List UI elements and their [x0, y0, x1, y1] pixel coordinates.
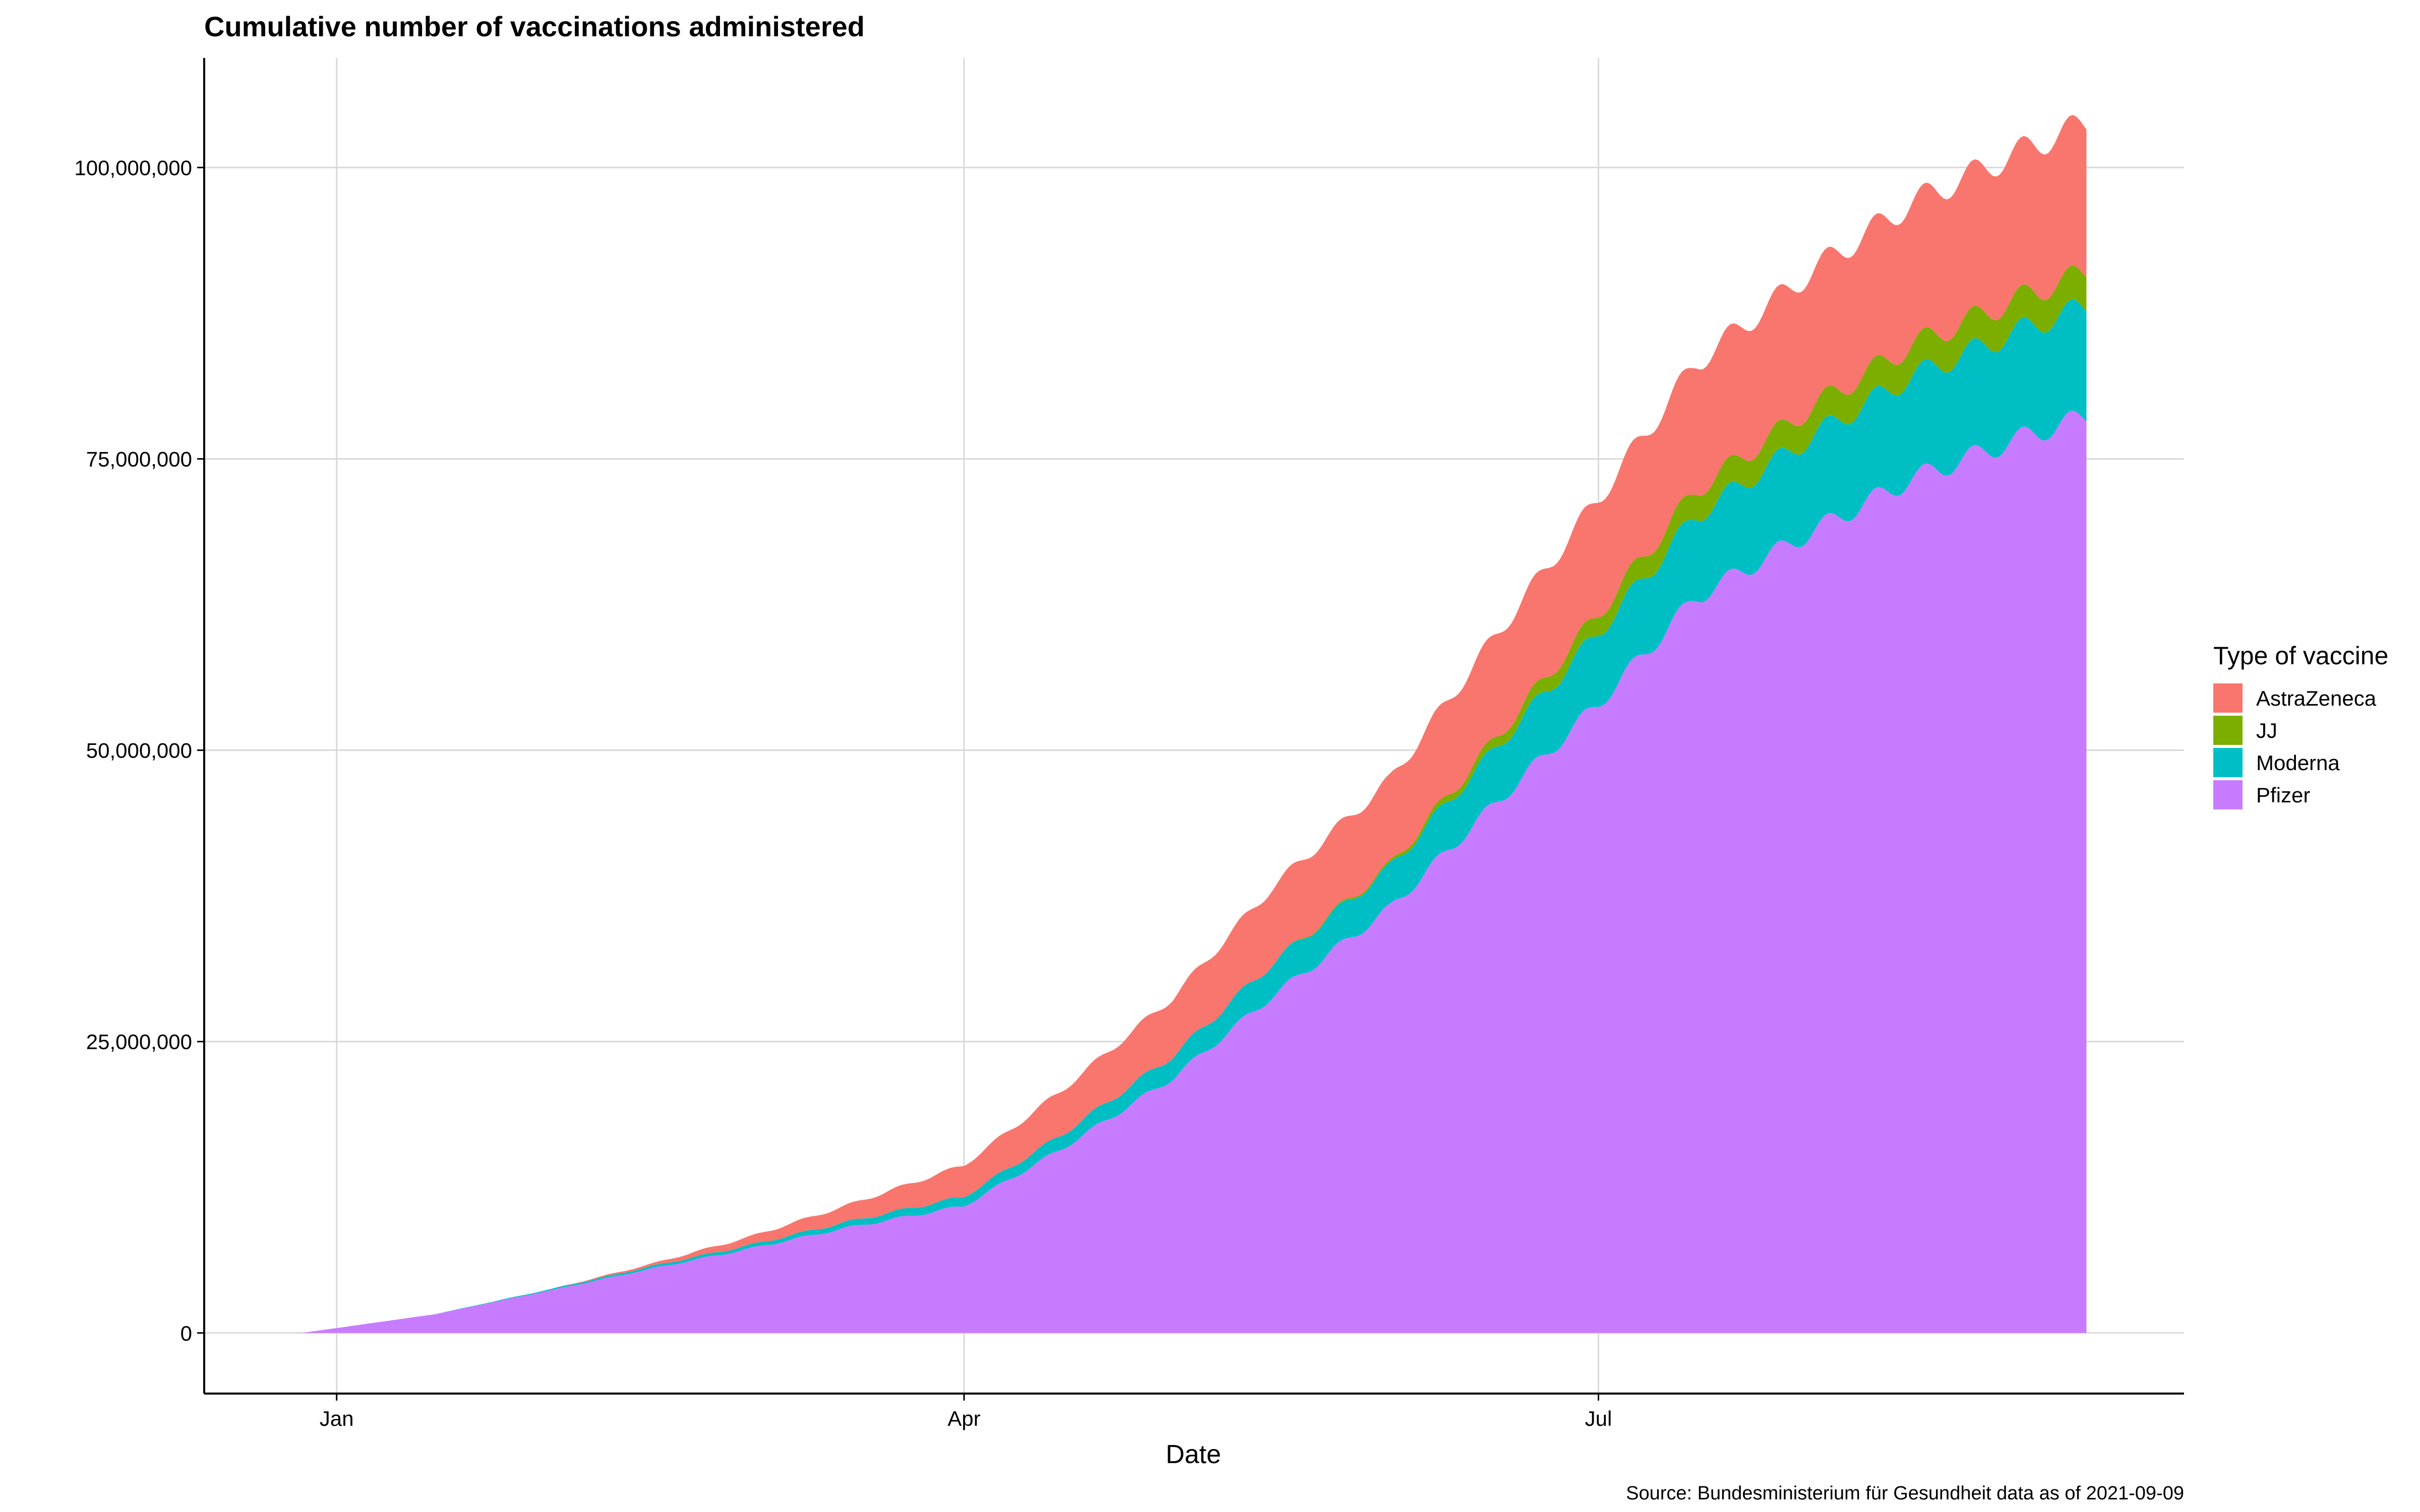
area-moderna — [301, 299, 2087, 1333]
y-tick-labels: 0 25,000,000 50,000,000 75,000,000 100,000,0… — [74, 156, 204, 1345]
legend-label-pfizer: Pfizer — [2256, 783, 2310, 807]
y-tick-label: 75,000,000 — [86, 447, 192, 471]
x-tick-label: Jan — [320, 1407, 354, 1430]
area-jj — [301, 265, 2087, 1333]
y-tick-label: 25,000,000 — [86, 1030, 192, 1054]
legend-label-moderna: Moderna — [2256, 751, 2340, 775]
grid-lines — [204, 58, 2184, 1394]
legend-key-moderna — [2213, 748, 2243, 777]
legend-key-astrazeneca — [2213, 683, 2243, 713]
legend-label-astrazeneca: AstraZeneca — [2256, 686, 2377, 710]
area-pfizer — [301, 410, 2087, 1333]
x-axis-title: Date — [1166, 1440, 1221, 1469]
stacked-areas — [301, 115, 2087, 1333]
x-tick-label: Jul — [1585, 1407, 1612, 1430]
caption: Source: Bundesministerium für Gesundheit… — [1626, 1483, 2184, 1504]
legend-key-jj — [2213, 716, 2243, 745]
axes — [203, 58, 2184, 1395]
area-astrazeneca — [301, 115, 2087, 1333]
legend: Type of vaccine AstraZeneca JJ Moderna Pfiz… — [2213, 642, 2388, 809]
legend-title: Type of vaccine — [2213, 642, 2388, 670]
y-tick-label: 100,000,000 — [74, 156, 192, 179]
legend-label-jj: JJ — [2256, 719, 2277, 742]
legend-key-pfizer — [2213, 780, 2243, 809]
chart-title: Cumulative number of vaccinations admini… — [204, 11, 865, 42]
x-tick-labels: Jan Apr Jul — [320, 1394, 1612, 1430]
y-tick-label: 0 — [180, 1321, 192, 1345]
x-tick-label: Apr — [948, 1407, 981, 1430]
y-tick-label: 50,000,000 — [86, 739, 192, 763]
